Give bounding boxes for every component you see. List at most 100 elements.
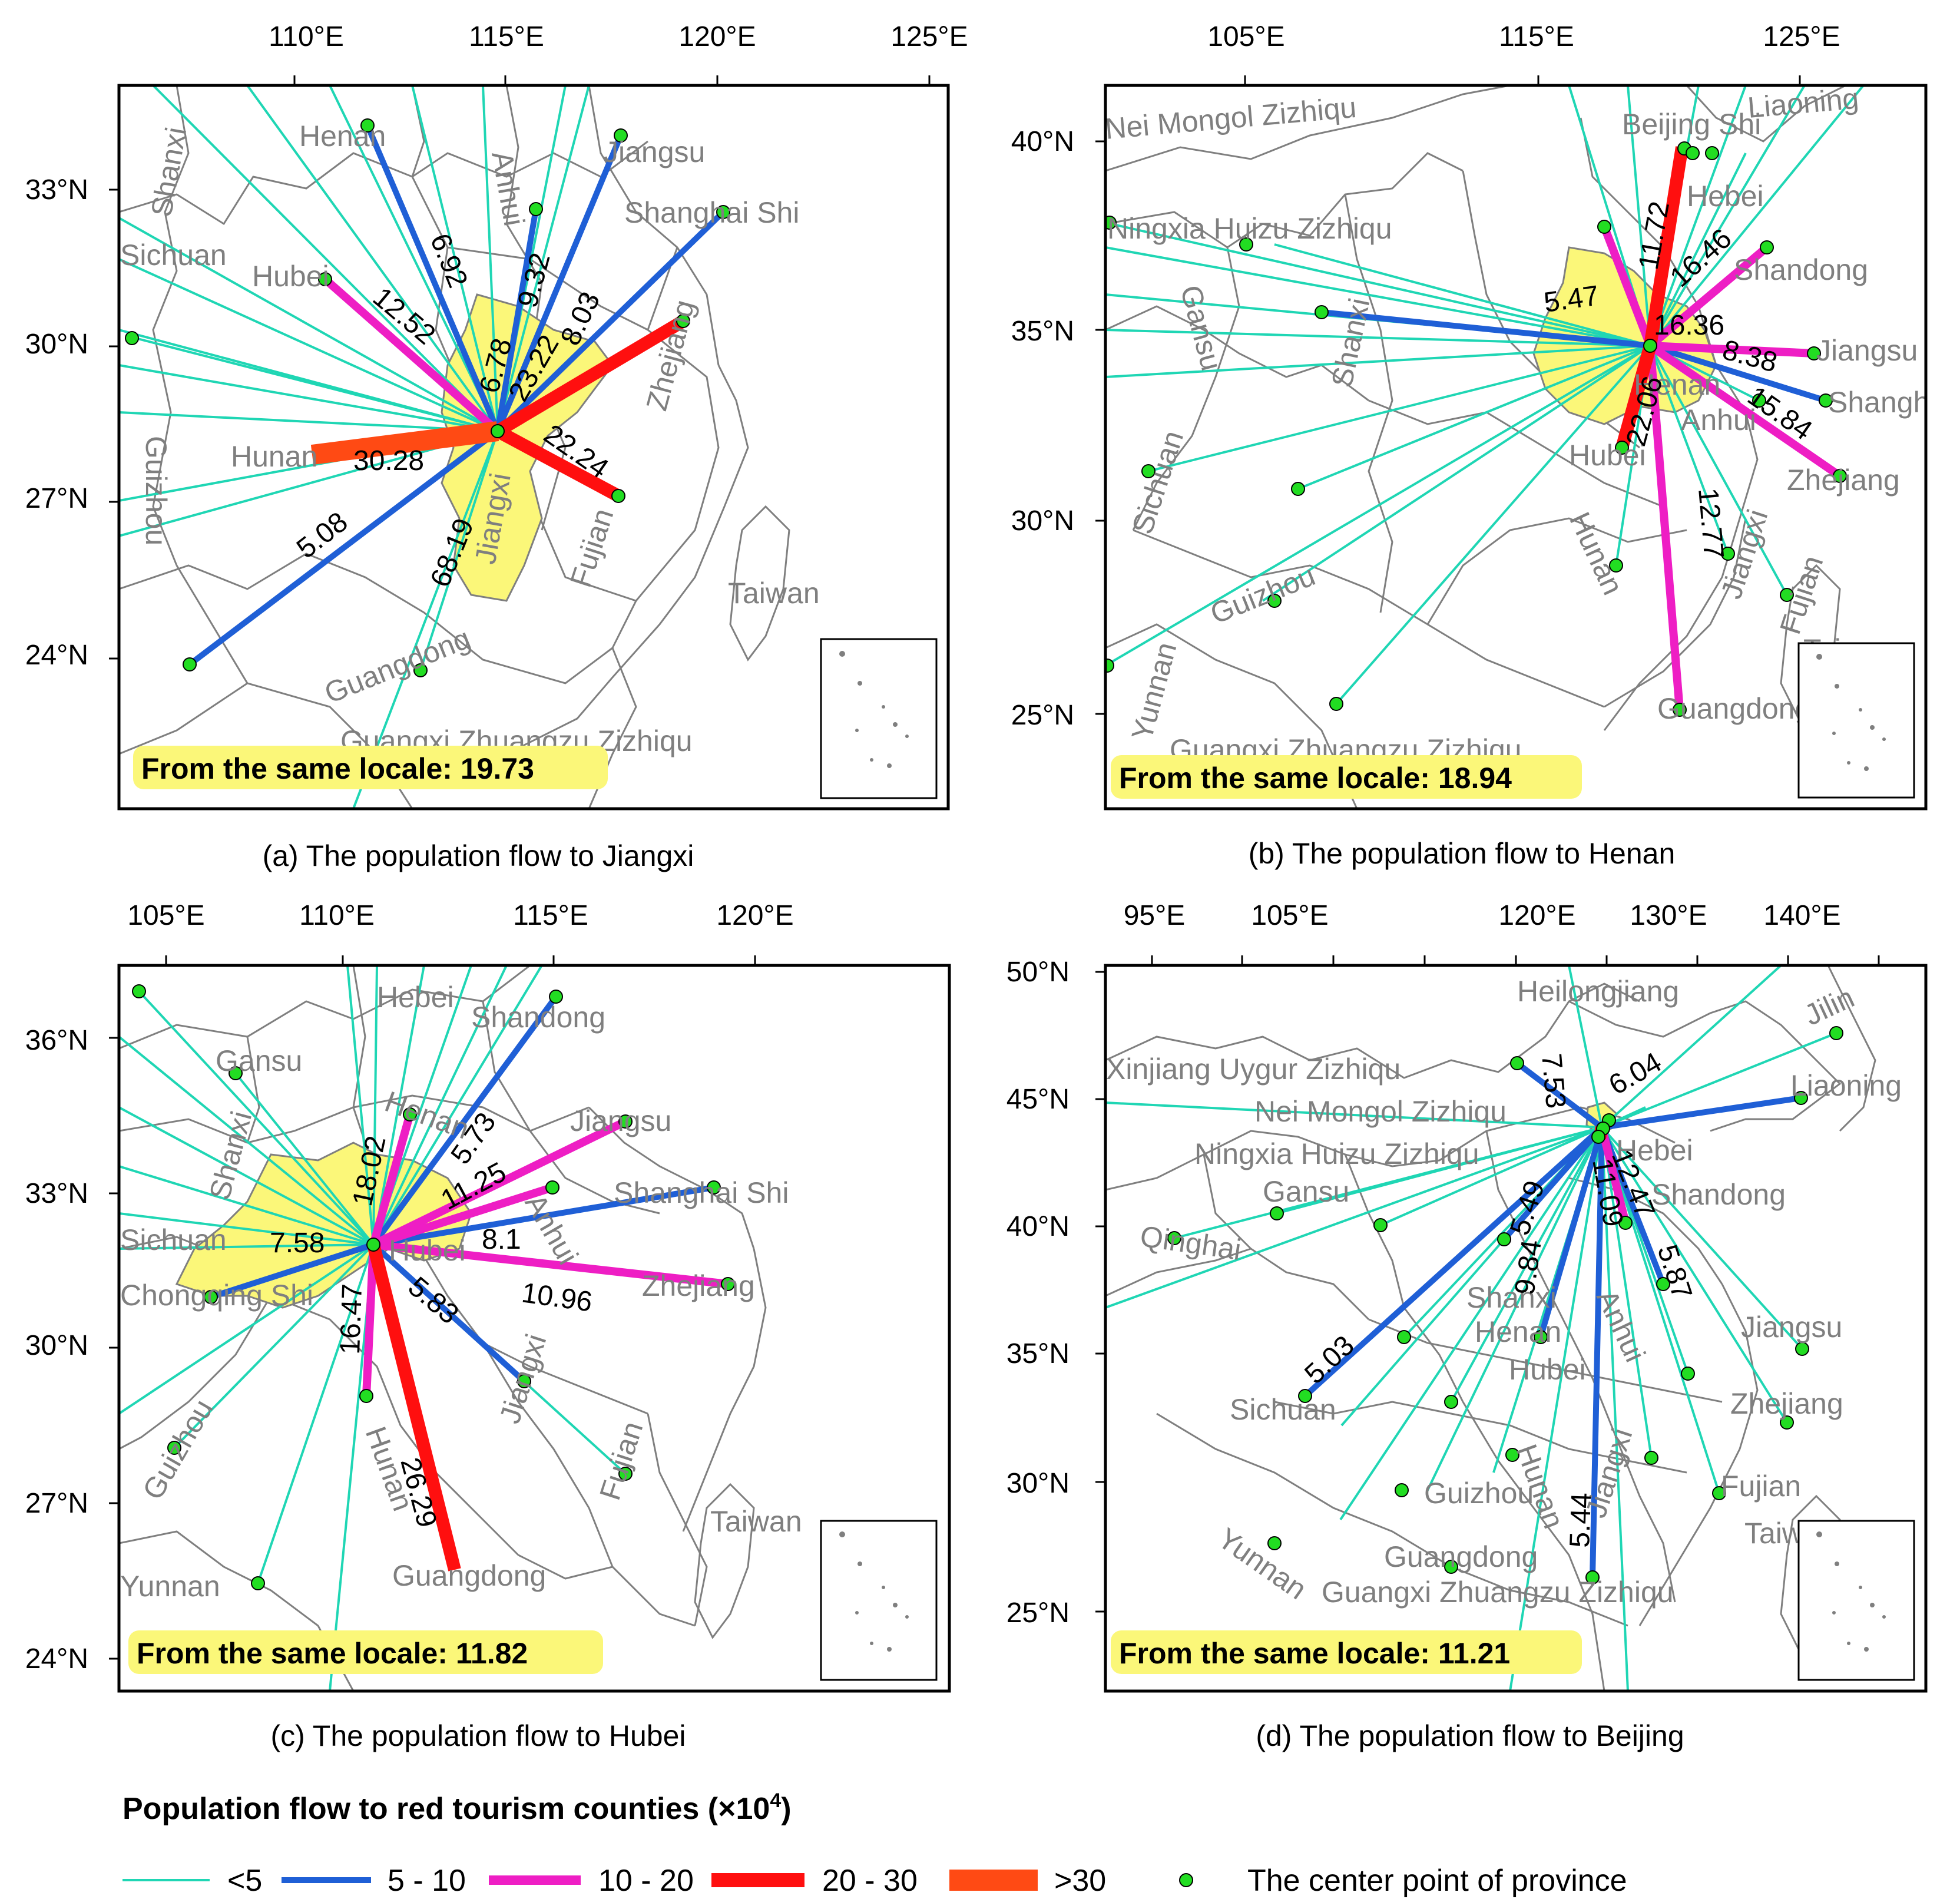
province-label: Taiwan	[710, 1505, 802, 1538]
map-panel-b: 105°E 115°E 125°E 40°N 35°N 30°N 25°N	[1011, 21, 1928, 870]
province-label: Jiangsu	[1816, 334, 1918, 367]
flow-value: 16.47	[335, 1283, 368, 1355]
flow-value: 16.36	[1654, 310, 1724, 341]
same-locale-box-b	[1111, 755, 1582, 799]
map-panel-c: 105°E 110°E 115°E 120°E 36°N 33°N 30°N 2…	[25, 900, 951, 1752]
province-label: Guangxi Zhuangzu Zizhiqu	[1322, 1576, 1674, 1609]
province-label: Hubei	[389, 1234, 466, 1267]
province-label: Yunnan	[120, 1570, 220, 1603]
province-label: Shandong	[1734, 253, 1868, 286]
inset-islands-a	[839, 651, 909, 768]
province-label: Taiwan	[728, 577, 820, 610]
legend-title: Population flow to red tourism counties …	[122, 1789, 792, 1826]
legend-label: <5	[227, 1864, 262, 1898]
province-label: Henan	[1475, 1315, 1561, 1348]
province-label: Nei Mongol Zizhiqu	[1254, 1095, 1507, 1128]
province-label: Guangdong	[392, 1559, 546, 1592]
province-label: Sichuan	[120, 1223, 227, 1256]
same-locale-box-a	[133, 746, 608, 789]
map-frame-d	[1105, 965, 1926, 1691]
flows-10-20-d	[1598, 1126, 1630, 1224]
lon-tick: 120°E	[678, 21, 756, 52]
flows-lt5-d	[1105, 965, 1837, 1691]
province-label: Chongqing Shi	[120, 1279, 313, 1312]
lat-tick: 30°N	[1007, 1468, 1070, 1499]
map-panel-d: 95°E 105°E 120°E 130°E 140°E 50°N 45°N 4…	[1007, 900, 1928, 1752]
lon-tick: 115°E	[1499, 21, 1574, 52]
legend: Population flow to red tourism counties …	[122, 1789, 1627, 1898]
lon-tick: 110°E	[299, 900, 375, 931]
lat-tick: 40°N	[1007, 1211, 1070, 1242]
province-label: Xinjiang Uygur Zizhiqu	[1106, 1053, 1401, 1086]
center-points-a	[125, 118, 730, 677]
same-locale-label-a: From the same locale: 19.73	[141, 752, 534, 785]
center-points-b	[1105, 141, 1847, 717]
lat-tick: 25°N	[1011, 700, 1074, 731]
legend-center-label: The center point of province	[1247, 1864, 1627, 1898]
caption-d: (d) The population flow to Beijing	[1256, 1719, 1684, 1752]
province-label: Shandong	[471, 1001, 605, 1034]
flows-20-30-c	[367, 1243, 461, 1572]
flows-10-20-b	[1600, 225, 1842, 710]
lon-tick: 105°E	[1207, 21, 1284, 52]
province-label: Hebei	[377, 981, 454, 1014]
south-china-sea-inset-c	[820, 1520, 938, 1681]
flow-gt30-hunan	[310, 421, 499, 465]
province-label: Shanghai Shi	[624, 196, 799, 229]
lon-tick: 115°E	[513, 900, 588, 931]
legend-label: 5 - 10	[388, 1864, 466, 1898]
caption-c: (c) The population flow to Hubei	[270, 1719, 686, 1752]
caption-b: (b) The population flow to Henan	[1249, 837, 1676, 870]
province-label: Heilongjiang	[1517, 975, 1679, 1008]
province-label: Shanghai Shi	[614, 1176, 789, 1209]
flows-5-10-a	[187, 124, 726, 667]
province-label: Hubei	[1509, 1353, 1586, 1386]
lat-tick: 35°N	[1011, 316, 1074, 347]
lat-tick: 36°N	[25, 1025, 88, 1056]
flows-5-10-c	[210, 995, 714, 1384]
inset-islands-d	[1816, 1531, 1886, 1652]
province-label: Henan	[1634, 368, 1720, 401]
flow-value: 8.1	[482, 1224, 521, 1255]
province-label: Jiangsu	[604, 135, 705, 168]
province-label: Hunan	[231, 440, 317, 473]
lat-tick: 24°N	[25, 1643, 88, 1675]
lat-tick: 30°N	[1011, 505, 1074, 537]
province-label: Gansu	[216, 1044, 302, 1077]
province-label: Guangdong	[1384, 1540, 1538, 1573]
lat-ticks-a: 33°N 30°N 27°N 24°N	[25, 174, 88, 671]
center-points-d	[1167, 1026, 1843, 1584]
lat-tick: 24°N	[25, 640, 88, 671]
province-label: Guangdong	[1657, 692, 1811, 725]
inset-islands-c	[839, 1531, 909, 1652]
map-border-c	[117, 964, 951, 1693]
lon-tick: 120°E	[1498, 900, 1575, 931]
lon-ticks-d: 95°E 105°E 120°E 130°E 140°E	[1124, 900, 1841, 931]
lat-tick: 40°N	[1011, 126, 1074, 157]
province-label: Sichuan	[120, 239, 227, 272]
province-label: Beijing Shi	[1622, 108, 1761, 141]
lon-tick: 115°E	[469, 21, 544, 52]
flows-10-20-a	[322, 276, 501, 435]
province-label: Jiangsu	[1741, 1311, 1842, 1344]
flow-value: 7.53	[1535, 1052, 1571, 1110]
lon-tick: 125°E	[890, 21, 968, 52]
lon-tick: 125°E	[1763, 21, 1840, 52]
legend-label: 20 - 30	[822, 1864, 918, 1898]
south-china-sea-inset-b	[1797, 642, 1915, 799]
province-label: Ningxia Huizu Zizhiqu	[1194, 1137, 1479, 1170]
flow-value: 5.47	[1542, 280, 1601, 318]
inset-islands-b	[1816, 654, 1886, 771]
map-border-b	[1104, 84, 1928, 810]
same-locale-label-b: From the same locale: 18.94	[1119, 762, 1512, 795]
lat-ticks-b: 40°N 35°N 30°N 25°N	[1011, 126, 1074, 731]
province-label: Sichuan	[1230, 1393, 1336, 1426]
province-borders-a	[119, 85, 790, 809]
lat-tick: 30°N	[25, 1330, 88, 1361]
south-china-sea-inset-a	[820, 638, 938, 799]
flows-20-30-b	[1615, 146, 1688, 449]
lon-tick: 105°E	[1251, 900, 1328, 931]
lon-tick: 140°E	[1763, 900, 1840, 931]
map-panel-a: 110°E 115°E 120°E 125°E 33°N 30°N 27°N 2…	[25, 21, 968, 872]
lat-tick: 25°N	[1007, 1597, 1070, 1629]
